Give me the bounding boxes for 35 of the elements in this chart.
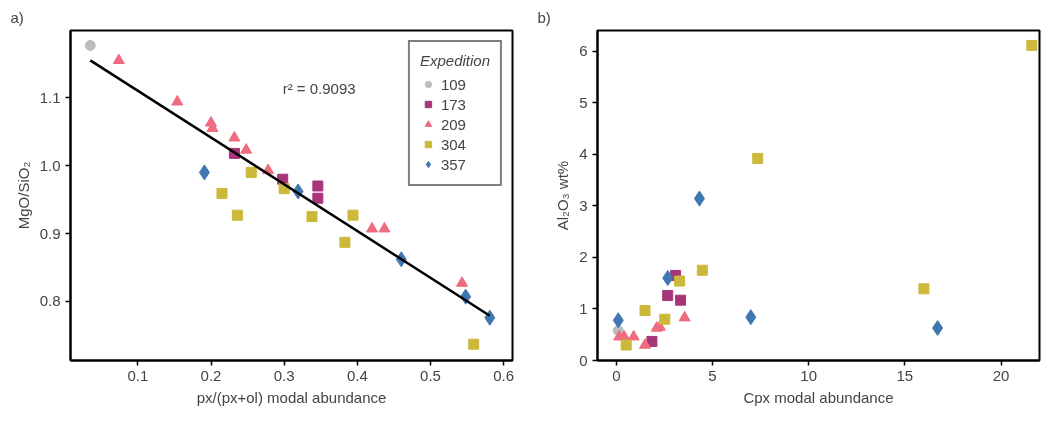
legend-label: 209: [440, 115, 466, 133]
x-axis-title: px/(px+ol) modal abundance: [196, 388, 387, 406]
y-tick-label: 0: [579, 351, 588, 369]
legend-label: 173: [440, 95, 466, 113]
y-tick-label: 3: [579, 196, 588, 214]
y-tick-label: 5: [579, 93, 588, 111]
x-tick-label: 0.2: [200, 366, 222, 384]
x-tick-label: 0.3: [273, 366, 295, 384]
y-tick-label: 0.8: [39, 292, 61, 310]
legend-title: Expedition: [419, 52, 490, 69]
y-tick-label: 1.1: [39, 88, 61, 106]
chart-title: b): [537, 8, 551, 26]
legend-label: 304: [440, 135, 466, 153]
x-tick-label: 5: [708, 366, 717, 384]
y-tick-label: 6: [579, 42, 588, 60]
y-tick-label: 0.9: [39, 224, 61, 242]
y-tick-label: 4: [579, 145, 588, 163]
y-axis-title: MgO/SiO₂: [14, 161, 32, 230]
x-tick-label: 15: [896, 366, 914, 384]
x-tick-label: 0.1: [127, 366, 149, 384]
legend-label: 109: [440, 75, 466, 93]
x-tick-label: 10: [800, 366, 818, 384]
legend-label: 357: [440, 155, 466, 173]
x-tick-label: 0: [612, 366, 621, 384]
y-tick-label: 1: [579, 299, 588, 317]
y-axis-title: Al₂O₃ wt%: [554, 160, 572, 231]
x-tick-label: 0.6: [493, 366, 515, 384]
x-tick-label: 0.4: [346, 366, 368, 384]
annotation: r² = 0.9093: [282, 79, 356, 97]
x-tick-label: 20: [992, 366, 1010, 384]
x-tick-label: 0.5: [420, 366, 441, 384]
y-tick-label: 1.0: [39, 156, 61, 174]
y-tick-label: 2: [579, 248, 588, 266]
chart-title: a): [10, 8, 24, 26]
x-axis-title: Cpx modal abundance: [743, 388, 894, 406]
